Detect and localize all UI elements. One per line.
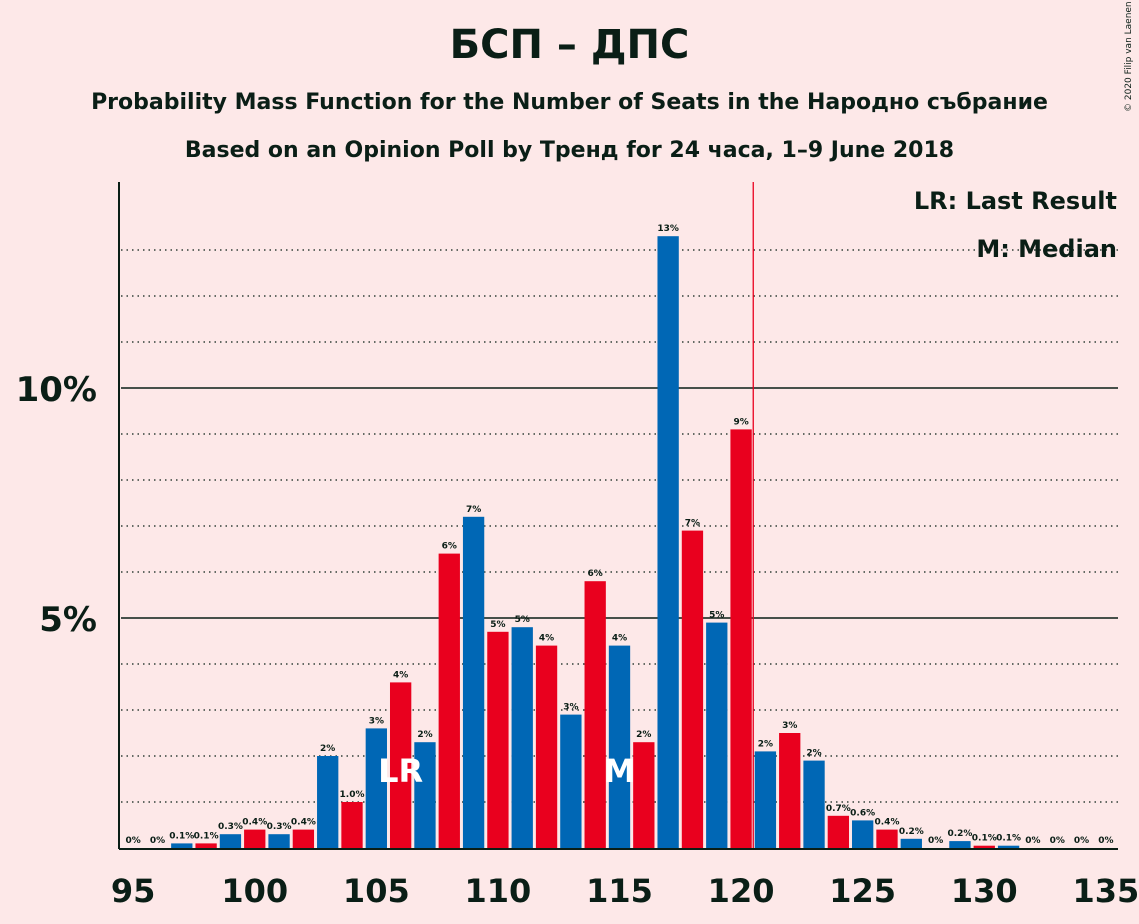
data-label: 5% (515, 615, 530, 625)
bar-119 (706, 622, 728, 848)
data-label: 0.4% (291, 818, 316, 828)
data-label: 2% (758, 739, 773, 749)
data-label: 3% (782, 721, 797, 731)
bar-118 (681, 530, 704, 848)
chart-source: Based on an Opinion Poll by Тренд for 24… (184, 138, 955, 163)
data-label: 0.2% (899, 827, 924, 837)
bar-110 (487, 631, 509, 848)
bar-101 (268, 834, 290, 848)
data-label: 2% (636, 730, 651, 740)
data-label: 2% (417, 730, 432, 740)
bar-106 (389, 682, 412, 848)
data-label: 0.4% (875, 818, 900, 828)
data-label: 0.3% (267, 822, 292, 832)
bar-121 (754, 751, 777, 848)
bar-97 (171, 843, 193, 848)
bar-115 (608, 645, 631, 848)
bar-127 (900, 838, 922, 848)
bar-130 (973, 845, 995, 848)
x-tick-label: 105 (343, 872, 410, 910)
data-label: 6% (588, 569, 603, 579)
data-label: 13% (657, 224, 679, 234)
data-label: 3% (369, 716, 384, 726)
y-tick-label: 10% (16, 370, 97, 410)
bar-126 (876, 829, 898, 848)
data-label: 4% (612, 634, 627, 644)
data-label: 5% (490, 620, 505, 630)
bar-129 (949, 841, 971, 848)
bar-122 (779, 733, 801, 848)
bar-114 (584, 581, 606, 848)
bar-99 (219, 834, 242, 848)
x-tick-label: 120 (708, 872, 775, 910)
y-tick-label: 5% (39, 600, 97, 640)
bar-117 (657, 236, 679, 848)
data-label: 5% (709, 611, 724, 621)
data-label: 0% (1050, 836, 1065, 846)
data-label: 6% (442, 542, 457, 552)
data-label: 0.1% (996, 834, 1021, 844)
bar-104 (341, 802, 363, 848)
data-label: 3% (563, 703, 578, 713)
data-label: 0% (928, 836, 943, 846)
data-label: 0% (1098, 836, 1113, 846)
data-label: 2% (806, 749, 821, 759)
x-tick-label: 135 (1072, 872, 1139, 910)
data-label: 7% (685, 519, 700, 529)
x-tick-label: 125 (829, 872, 896, 910)
data-label: 4% (539, 634, 554, 644)
data-label: 2% (320, 744, 335, 754)
legend-last-result: LR: Last Result (914, 187, 1117, 215)
bar-120 (730, 429, 752, 848)
bar-116 (633, 742, 655, 848)
bar-112 (535, 645, 558, 848)
x-tick-label: 95 (111, 872, 156, 910)
chart-title: БСП – ДПС (449, 22, 690, 68)
data-label: 0% (126, 836, 141, 846)
bar-98 (195, 843, 217, 848)
data-label: 9% (733, 417, 748, 427)
data-label: 0.2% (947, 829, 972, 839)
data-label: 0.7% (826, 804, 851, 814)
x-tick-label: 110 (465, 872, 532, 910)
bar-123 (803, 760, 825, 848)
bar-102 (292, 829, 315, 848)
bar-109 (462, 516, 485, 848)
bar-125 (852, 820, 874, 848)
x-tick-label: 130 (951, 872, 1018, 910)
bar-100 (244, 829, 266, 848)
last-result-marker: LR (378, 752, 423, 790)
data-label: 0% (1025, 836, 1040, 846)
data-label: 0.1% (194, 831, 219, 841)
bar-111 (511, 627, 533, 848)
data-label: 4% (393, 670, 408, 680)
data-label: 0.3% (218, 822, 243, 832)
bar-105 (365, 728, 387, 848)
bar-107 (414, 742, 436, 848)
legend-median: M: Median (976, 235, 1117, 263)
chart-subtitle: Probability Mass Function for the Number… (91, 90, 1048, 115)
data-label: 0.1% (972, 834, 997, 844)
data-label: 7% (466, 505, 481, 515)
bar-108 (438, 553, 460, 848)
data-label: 0% (1074, 836, 1089, 846)
bar-113 (560, 714, 582, 848)
data-label: 0.1% (169, 831, 194, 841)
x-tick-label: 115 (586, 872, 653, 910)
data-label: 0% (150, 836, 165, 846)
median-marker: M (604, 752, 636, 790)
x-tick-label: 100 (221, 872, 288, 910)
data-label: 1.0% (340, 790, 365, 800)
bar-103 (317, 756, 339, 848)
data-label: 0.6% (850, 808, 875, 818)
data-label: 0.4% (242, 818, 267, 828)
bar-124 (827, 815, 850, 848)
bar-131 (997, 845, 1020, 848)
